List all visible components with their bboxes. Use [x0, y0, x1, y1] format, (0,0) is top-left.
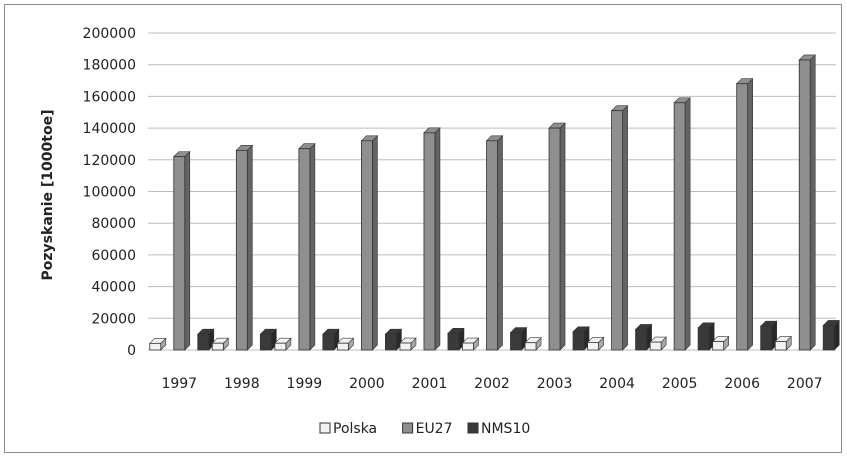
bar-nms10-2003	[572, 331, 585, 351]
bar-side-eu27	[497, 135, 503, 351]
y-tick-label: 60000	[91, 248, 136, 264]
bar-side-eu27	[559, 122, 566, 351]
bar-polska-2005	[649, 341, 662, 351]
bar-nms10-2005	[697, 327, 710, 351]
bar-eu27-2001	[423, 132, 436, 351]
bar-eu27-2004	[611, 110, 623, 351]
bar-polska-2006	[712, 341, 725, 351]
x-tick-label: 1999	[287, 376, 323, 392]
y-tick-label: 80000	[91, 216, 136, 232]
x-tick-label: 2002	[474, 376, 510, 392]
bar-nms10-2004	[635, 328, 647, 351]
bar-polska-1998	[211, 342, 224, 351]
legend-swatch-polska	[319, 422, 331, 434]
x-tick-label: 2005	[662, 376, 698, 392]
bar-side-eu27	[372, 135, 378, 351]
x-tick-label: 2001	[412, 376, 448, 392]
bar-side-eu27	[434, 127, 441, 351]
bar-side-eu27	[309, 142, 316, 351]
bar-eu27-2000	[361, 140, 373, 351]
bar-eu27-2003	[548, 127, 561, 351]
y-tick-label: 180000	[83, 58, 136, 74]
bar-side-eu27	[247, 144, 253, 351]
y-tick-label: 200000	[83, 26, 136, 42]
bar-nms10-2007	[822, 325, 835, 351]
bar-side-eu27	[747, 77, 753, 351]
bar-polska-2001	[399, 342, 412, 351]
x-tick-label: 2000	[349, 376, 385, 392]
bar-nms10-2006	[760, 325, 773, 351]
x-tick-label: 1997	[161, 376, 197, 392]
bar-eu27-1999	[298, 148, 311, 351]
bar-side-eu27	[809, 54, 816, 351]
bar-polska-2004	[587, 341, 599, 351]
bar-nms10-2000	[385, 333, 397, 351]
bar-nms10-1998	[259, 333, 272, 351]
bar-polska-2002	[462, 342, 474, 351]
x-tick-label: 2006	[724, 376, 760, 392]
bar-nms10-1997	[197, 333, 210, 351]
legend-swatch-eu27	[402, 422, 414, 434]
bar-polska-1999	[274, 342, 287, 351]
legend-label-nms10: NMS10	[481, 421, 530, 437]
y-tick-label: 120000	[83, 153, 136, 169]
bar-eu27-2002	[486, 140, 498, 351]
x-tick-label: 1998	[224, 376, 260, 392]
bar-polska-2000	[337, 342, 349, 351]
bar-eu27-2006	[736, 83, 749, 351]
bar-nms10-2001	[447, 332, 460, 351]
y-tick-label: 140000	[83, 121, 136, 137]
legend-label-eu27: EU27	[416, 421, 453, 437]
y-tick-label: 40000	[91, 280, 136, 296]
x-tick-label: 2004	[599, 376, 635, 392]
bar-nms10-2002	[510, 332, 522, 351]
bar-eu27-1997	[173, 156, 186, 351]
y-tick-label: 0	[127, 343, 136, 359]
legend-swatch-nms10	[467, 422, 479, 434]
y-tick-label: 160000	[83, 89, 136, 105]
y-tick-label: 20000	[91, 311, 136, 327]
bar-side-eu27	[184, 150, 191, 351]
bar-eu27-2005	[673, 102, 686, 351]
bar-polska-1997	[149, 342, 162, 351]
chart-frame	[4, 4, 842, 453]
bar-polska-2007	[774, 341, 787, 351]
bar-side-eu27	[684, 97, 691, 351]
x-tick-label: 2007	[787, 376, 823, 392]
y-tick-label: 100000	[83, 185, 136, 201]
bar-nms10-1999	[322, 333, 335, 351]
bar-eu27-2007	[798, 59, 811, 351]
legend-label-polska: Polska	[333, 421, 377, 437]
y-axis-title: Pozyskanie [1000toe]	[40, 110, 56, 281]
bar-polska-2003	[524, 342, 537, 351]
x-tick-label: 2003	[537, 376, 573, 392]
bar-eu27-1998	[235, 149, 248, 351]
bar-side-eu27	[622, 104, 628, 351]
